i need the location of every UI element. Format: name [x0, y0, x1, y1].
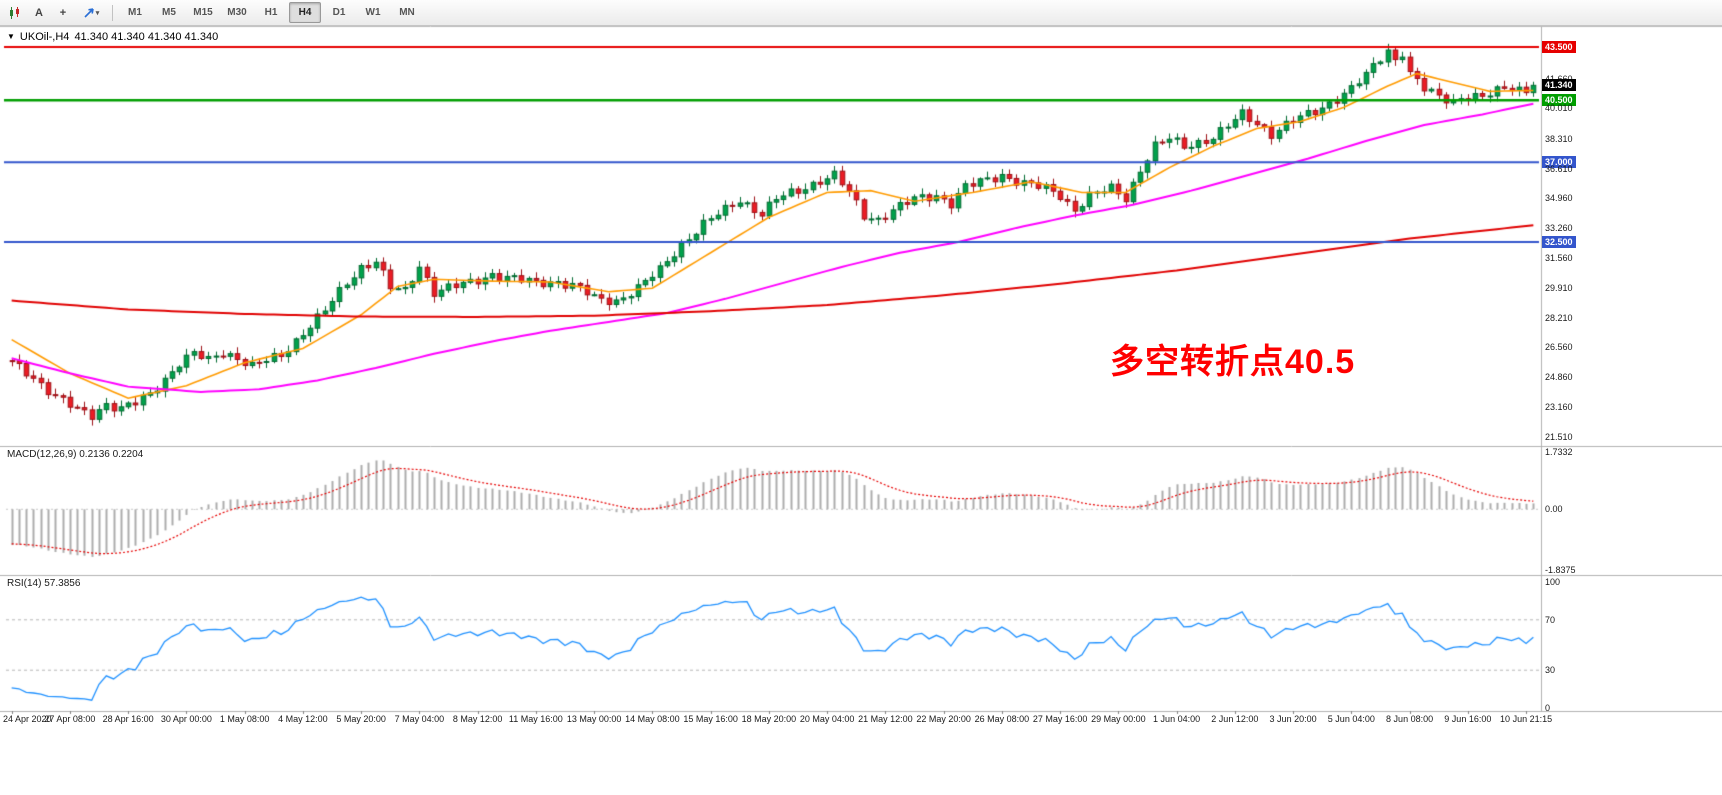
time-axis-label: 26 May 08:00: [974, 714, 1030, 724]
timeframe-button-m5[interactable]: M5: [162, 7, 176, 18]
time-axis-label: 1 Jun 04:00: [1153, 714, 1201, 724]
timeframe-button-h1[interactable]: H1: [264, 7, 278, 18]
time-axis-label: 20 May 04:00: [799, 714, 855, 724]
time-axis-label: 1 May 08:00: [219, 714, 270, 724]
price-tag-40.500: 40.500: [1542, 93, 1576, 106]
time-axis-label: 14 May 08:00: [625, 714, 680, 724]
price-tick-31.560: 31.560: [1545, 253, 1573, 264]
time-axis-label: 9 Jun 16:00: [1444, 714, 1492, 724]
chevron-down-icon: ▾: [95, 9, 100, 17]
chart-ohlc-label: 41.340 41.340 41.340 41.340: [74, 31, 219, 43]
time-axis-label: 13 May 00:00: [566, 714, 622, 724]
crosshair-icon: +: [59, 6, 67, 19]
price-tick-21.510: 21.510: [1545, 431, 1573, 442]
time-axis-label: 5 May 20:00: [336, 714, 386, 724]
candlestick-chart-icon: [10, 6, 19, 19]
timeframe-button-d1[interactable]: D1: [332, 7, 346, 18]
macd-scale--1.8375: -1.8375: [1545, 565, 1576, 575]
time-axis-label: 15 May 16:00: [683, 714, 738, 724]
price-tick-36.610: 36.610: [1545, 163, 1573, 174]
price-tick-28.210: 28.210: [1545, 312, 1573, 323]
toolbar-separator: [112, 4, 113, 21]
time-axis-label: 18 May 20:00: [741, 714, 797, 724]
chart-title: ▼ UKOil-,H4 41.340 41.340 41.340 41.340: [7, 31, 218, 43]
cursor-arrow-icon: [84, 7, 94, 18]
time-axis-label: 2 Jun 12:00: [1211, 714, 1259, 724]
time-axis-label: 22 May 20:00: [916, 714, 971, 724]
time-axis-label: 24 Apr 2020: [3, 714, 52, 724]
price-tick-24.860: 24.860: [1545, 372, 1573, 383]
time-axis-label: 11 May 16:00: [508, 714, 563, 724]
timeframe-button-m1[interactable]: M1: [128, 7, 142, 18]
timeframe-button-h4[interactable]: H4: [289, 2, 321, 23]
time-axis-label: 4 May 12:00: [278, 714, 328, 724]
time-axis-label: 30 Apr 00:00: [160, 714, 212, 724]
price-tick-38.310: 38.310: [1545, 133, 1573, 144]
time-axis-label: 27 Apr 08:00: [44, 714, 96, 724]
time-axis-label: 7 May 04:00: [394, 714, 445, 724]
chart-window-button[interactable]: [3, 2, 27, 24]
timeframe-button-m30[interactable]: M30: [227, 7, 247, 18]
timeframe-button-mn[interactable]: MN: [399, 7, 415, 18]
price-tag-41.340: 41.340: [1542, 78, 1576, 91]
annotation-text: 多空转折点40.5: [1110, 343, 1356, 381]
macd-indicator-label: MACD(12,26,9) 0.2136 0.2204: [7, 449, 144, 460]
rsi-indicator-label: RSI(14) 57.3856: [7, 578, 81, 589]
time-axis-label: 21 May 12:00: [858, 714, 913, 724]
price-tick-29.910: 29.910: [1545, 282, 1573, 293]
rsi-scale-30: 30: [1545, 665, 1556, 676]
time-axis-label: 27 May 16:00: [1032, 714, 1088, 724]
timeframe-button-w1[interactable]: W1: [365, 7, 381, 18]
rsi-scale-100: 100: [1545, 577, 1561, 587]
price-tick-26.560: 26.560: [1545, 341, 1573, 352]
text-tool-button[interactable]: A: [27, 2, 51, 24]
chart-symbol-label: UKOil-,H4: [19, 31, 70, 43]
rsi-scale-0: 0: [1545, 703, 1551, 713]
price-tick-33.260: 33.260: [1545, 223, 1573, 234]
cursor-tool-button[interactable]: ▾: [75, 2, 107, 24]
macd-scale-1.7332: 1.7332: [1545, 447, 1573, 457]
time-axis-label: 28 Apr 16:00: [102, 714, 154, 724]
chart-dropdown-icon[interactable]: ▼: [7, 32, 15, 41]
rsi-scale-70: 70: [1545, 614, 1556, 625]
toolbar: A + ▾ M1 M5 M15 M30 H1 H4 D1 W1 MN: [0, 0, 1722, 26]
price-tick-23.160: 23.160: [1545, 402, 1573, 413]
time-axis-label: 8 May 12:00: [452, 714, 503, 724]
crosshair-tool-button[interactable]: +: [51, 2, 75, 24]
text-tool-icon: A: [35, 6, 43, 19]
price-tag-37.000: 37.000: [1542, 155, 1576, 168]
time-axis-label: 10 Jun 21:15: [1500, 714, 1553, 724]
macd-scale-0.00: 0.00: [1545, 504, 1563, 515]
price-tick-34.960: 34.960: [1545, 192, 1573, 203]
time-axis-label: 29 May 00:00: [1091, 714, 1146, 724]
price-tag-32.500: 32.500: [1542, 235, 1576, 248]
price-tag-43.500: 43.500: [1542, 40, 1576, 53]
time-axis-label: 8 Jun 08:00: [1386, 714, 1434, 724]
timeframe-button-m15[interactable]: M15: [193, 7, 213, 18]
time-axis-label: 3 Jun 20:00: [1269, 714, 1317, 724]
timeframe-group: M1 M5 M15 M30 H1 H4 D1 W1 MN: [118, 2, 424, 23]
price-tick-40.010: 40.010: [1545, 103, 1573, 114]
time-axis-label: 5 Jun 04:00: [1327, 714, 1375, 724]
